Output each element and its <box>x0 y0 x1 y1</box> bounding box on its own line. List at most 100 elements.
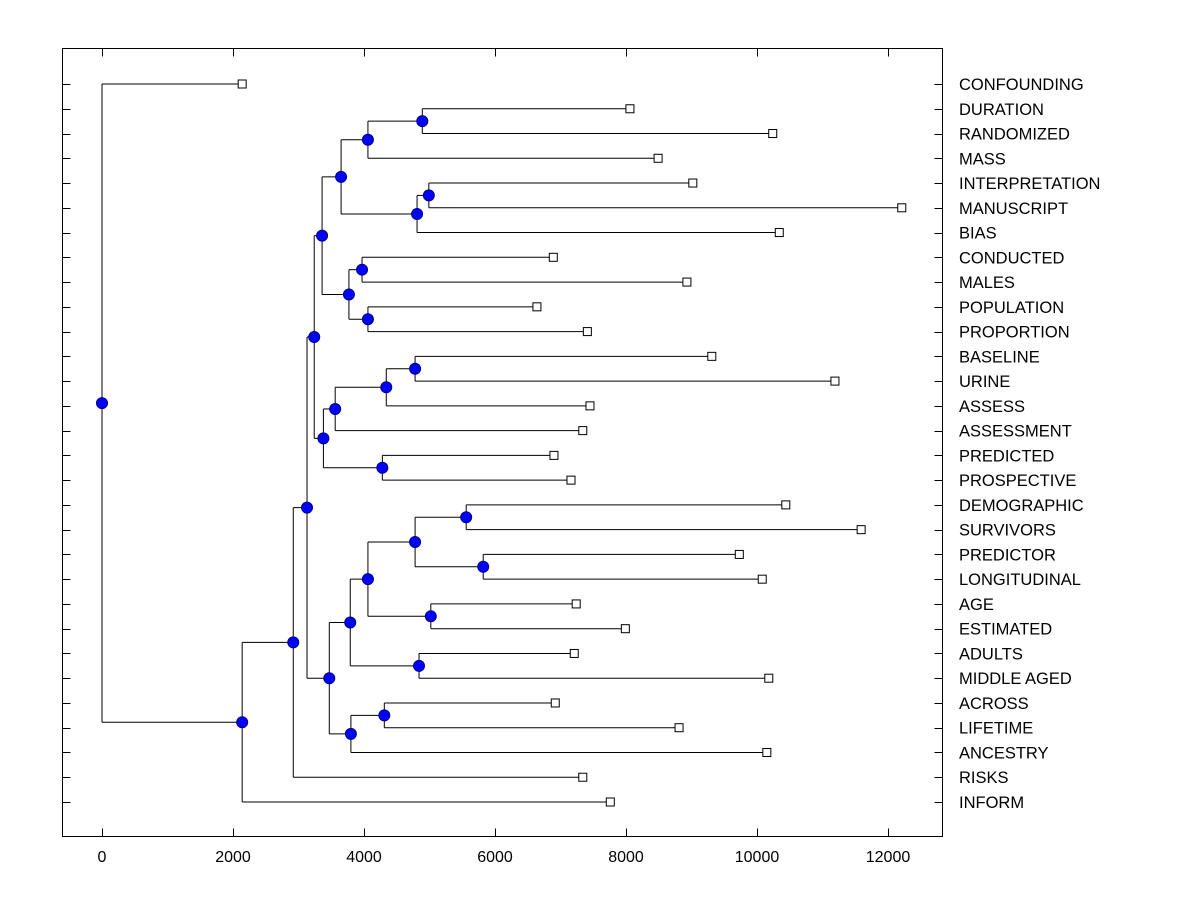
leaf-label: RANDOMIZED <box>959 126 1070 144</box>
node-marker <box>413 659 426 672</box>
leaf-label: ACROSS <box>959 695 1029 713</box>
x-tick-label: 2000 <box>215 849 251 866</box>
leaf-marker <box>768 129 778 139</box>
leaf-label: ESTIMATED <box>959 621 1052 639</box>
leaf-label: ANCESTRY <box>959 744 1049 762</box>
node-marker <box>477 560 490 573</box>
leaf-marker <box>897 203 907 213</box>
leaf-label: ASSESSMENT <box>959 423 1072 441</box>
leaf-label: LONGITUDINAL <box>959 571 1081 589</box>
leaf-marker <box>605 797 615 807</box>
leaf-marker <box>762 747 772 757</box>
x-tick-label: 8000 <box>608 849 644 866</box>
leaf-marker <box>549 450 559 460</box>
leaf-marker <box>578 426 588 436</box>
node-marker <box>376 461 389 474</box>
node-marker <box>344 727 357 740</box>
leaf-marker <box>653 153 663 163</box>
node-marker <box>317 432 330 445</box>
x-tick-label: 0 <box>98 849 107 866</box>
leaf-label: RISKS <box>959 769 1009 787</box>
leaf-label: CONDUCTED <box>959 249 1064 267</box>
node-marker <box>329 402 342 415</box>
leaf-marker <box>757 574 767 584</box>
leaf-marker <box>774 228 784 238</box>
node-markers <box>96 115 490 740</box>
node-marker <box>361 573 374 586</box>
leaf-marker <box>566 475 576 485</box>
x-axis-tick-labels: 0 2000 4000 6000 8000 10000 12000 <box>98 849 911 866</box>
leaf-marker <box>674 723 684 733</box>
leaf-marker <box>830 376 840 386</box>
node-marker <box>236 716 249 729</box>
x-tick-label: 12000 <box>866 849 911 866</box>
node-marker <box>380 381 393 394</box>
leaf-marker <box>625 104 635 114</box>
leaf-label: SURVIVORS <box>959 522 1056 540</box>
axis-ticks <box>62 48 943 837</box>
node-marker <box>411 207 424 220</box>
leaf-marker <box>569 648 579 658</box>
leaf-marker <box>707 351 717 361</box>
leaf-label: MALES <box>959 274 1015 292</box>
leaf-label: BIAS <box>959 225 997 243</box>
node-marker <box>361 133 374 146</box>
node-marker <box>460 511 473 524</box>
node-marker <box>409 536 422 549</box>
leaf-marker <box>682 277 692 287</box>
node-marker <box>356 263 369 276</box>
node-marker <box>416 115 429 128</box>
x-tick-label: 6000 <box>477 849 513 866</box>
leaf-labels: CONFOUNDING DURATION RANDOMIZED MASS INTERPR… <box>959 76 1100 812</box>
x-tick-label: 4000 <box>346 849 382 866</box>
node-marker <box>308 331 321 344</box>
leaf-marker <box>764 673 774 683</box>
leaf-label: INFORM <box>959 794 1024 812</box>
node-marker <box>316 229 329 242</box>
node-marker <box>378 709 391 722</box>
leaf-marker <box>578 772 588 782</box>
leaf-marker <box>620 624 630 634</box>
leaf-marker <box>585 401 595 411</box>
leaf-label: MASS <box>959 150 1006 168</box>
leaf-marker <box>548 252 558 262</box>
leaf-markers <box>237 79 907 807</box>
leaf-label: DEMOGRAPHIC <box>959 497 1084 515</box>
leaf-label: LIFETIME <box>959 720 1033 738</box>
leaf-label: INTERPRETATION <box>959 175 1100 193</box>
leaf-marker <box>781 500 791 510</box>
leaf-marker <box>734 549 744 559</box>
leaf-label: PREDICTOR <box>959 546 1056 564</box>
leaf-label: POPULATION <box>959 299 1064 317</box>
leaf-label: ADULTS <box>959 645 1023 663</box>
leaf-marker <box>856 525 866 535</box>
node-marker <box>301 501 314 514</box>
leaf-label: PROPORTION <box>959 324 1070 342</box>
node-marker <box>287 636 300 649</box>
node-marker <box>335 170 348 183</box>
leaf-label: URINE <box>959 373 1010 391</box>
leaf-marker <box>571 599 581 609</box>
leaf-marker <box>237 79 247 89</box>
leaf-label: MIDDLE AGED <box>959 670 1072 688</box>
node-marker <box>422 189 435 202</box>
node-marker <box>409 362 422 375</box>
leaf-label: AGE <box>959 596 994 614</box>
leaf-label: DURATION <box>959 101 1044 119</box>
node-marker <box>344 616 357 629</box>
node-marker <box>96 397 108 410</box>
leaf-marker <box>532 302 542 312</box>
node-marker <box>424 610 437 623</box>
x-tick-label: 10000 <box>735 849 780 866</box>
node-marker <box>342 288 355 301</box>
leaf-label: PROSPECTIVE <box>959 472 1076 490</box>
node-marker <box>323 672 336 685</box>
leaf-label: BASELINE <box>959 348 1040 366</box>
leaf-label: PREDICTED <box>959 447 1054 465</box>
leaf-marker <box>550 698 560 708</box>
leaf-label: ASSESS <box>959 398 1025 416</box>
dendrogram-branches <box>101 83 902 803</box>
node-marker <box>361 313 374 326</box>
leaf-marker <box>582 327 592 337</box>
